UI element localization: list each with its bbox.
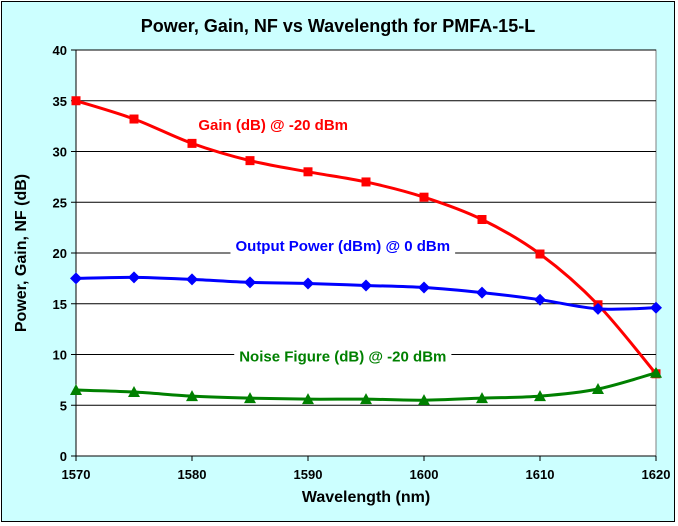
series-diamond <box>70 271 662 315</box>
data-point-square <box>129 114 139 124</box>
y-tick-label: 30 <box>53 145 67 160</box>
data-point-diamond <box>534 293 546 306</box>
data-point-triangle <box>534 390 546 402</box>
y-tick-label: 10 <box>53 348 67 363</box>
series-annotation: Gain (dB) @ -20 dBm <box>198 117 348 134</box>
series-annotation: Output Power (dBm) @ 0 dBm <box>235 238 450 255</box>
data-point-diamond <box>360 279 372 292</box>
axes: 0 5 10 15 20 25 30 35 40 1570 1580 1590 1600 1610 1620 <box>53 43 671 482</box>
annotations: Gain (dB) @ -20 dBm Output Power (dBm) @ … <box>193 114 456 369</box>
data-point-diamond <box>592 302 604 315</box>
data-point-diamond <box>650 301 662 314</box>
data-point-square <box>419 192 429 202</box>
y-tick-label: 15 <box>53 297 67 312</box>
data-point-diamond <box>244 276 256 289</box>
data-point-square <box>361 177 371 187</box>
data-point-diamond <box>70 272 82 285</box>
y-tick-label: 20 <box>53 246 67 261</box>
series-annotation: Noise Figure (dB) @ -20 dBm <box>239 349 446 366</box>
annotation-background <box>230 234 456 258</box>
x-tick-label: 1610 <box>526 467 555 482</box>
data-point-square <box>71 96 81 106</box>
annotation-background <box>234 345 452 369</box>
y-tick-label: 35 <box>53 94 67 109</box>
data-point-square <box>187 138 197 148</box>
annotation-background <box>193 114 354 138</box>
data-point-triangle <box>360 393 372 405</box>
x-tick-label: 1600 <box>410 467 439 482</box>
series-triangle <box>70 366 662 406</box>
y-tick-label: 25 <box>53 195 67 210</box>
x-axis-label: Wavelength (nm) <box>302 489 430 506</box>
data-point-diamond <box>128 271 140 284</box>
data-point-diamond <box>476 286 488 299</box>
data-point-square <box>245 156 255 166</box>
data-point-triangle <box>302 393 314 405</box>
data-point-square <box>303 167 313 177</box>
x-tick-label: 1570 <box>62 467 91 482</box>
series-line <box>75 99 658 375</box>
series-group <box>70 96 662 406</box>
data-point-square <box>477 215 487 225</box>
data-point-triangle <box>244 392 256 404</box>
y-tick-label: 0 <box>60 449 67 464</box>
data-point-triangle <box>418 394 430 406</box>
x-tick-label: 1620 <box>642 467 671 482</box>
chart-canvas: Power, Gain, NF vs Wavelength for PMFA-1… <box>13 16 671 506</box>
data-point-triangle <box>476 392 488 404</box>
data-point-triangle <box>592 383 604 395</box>
gridlines <box>76 49 656 406</box>
y-tick-label: 40 <box>53 43 67 58</box>
data-point-triangle <box>70 384 82 396</box>
data-point-triangle <box>650 366 662 378</box>
data-point-diamond <box>418 281 430 294</box>
data-point-diamond <box>302 277 314 290</box>
data-point-square <box>535 249 545 259</box>
y-axis-label: Power, Gain, NF (dB) <box>13 174 30 332</box>
chart-title: Power, Gain, NF vs Wavelength for PMFA-1… <box>141 16 535 36</box>
data-point-triangle <box>128 386 140 398</box>
data-point-diamond <box>186 273 198 286</box>
x-tick-label: 1580 <box>178 467 207 482</box>
data-point-triangle <box>186 390 198 402</box>
x-tick-label: 1590 <box>294 467 323 482</box>
y-tick-label: 5 <box>60 398 67 413</box>
